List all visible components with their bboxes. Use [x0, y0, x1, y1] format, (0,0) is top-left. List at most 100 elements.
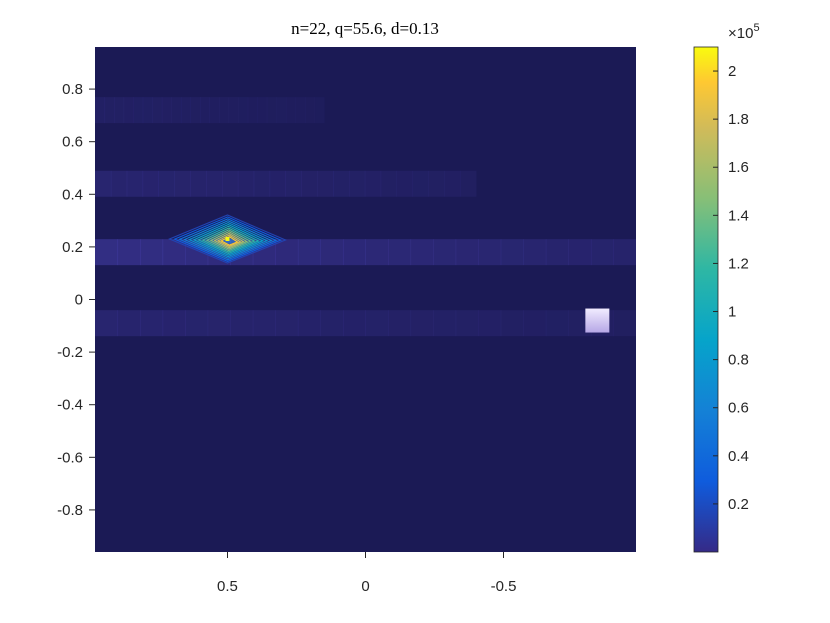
contour-level [216, 234, 242, 247]
band-segment [161, 97, 172, 124]
band-segment [114, 97, 125, 124]
y-tick-label: -0.6 [57, 449, 83, 466]
contour-level [205, 229, 252, 252]
x-tick-label: 0 [361, 578, 369, 595]
colorbar-tick-label: 1.2 [728, 255, 749, 272]
band-segment [180, 97, 191, 124]
colorbar-tick-label: 1 [728, 304, 736, 321]
band-segment [396, 170, 413, 197]
peak-region [168, 214, 287, 264]
contour-level [213, 232, 245, 249]
band-segment [110, 170, 128, 197]
band-segment [348, 170, 366, 197]
band-segment [320, 239, 344, 266]
band-segment [104, 97, 115, 124]
colorbar-tick-label: 0.6 [728, 400, 749, 417]
y-tick-label: 0 [75, 292, 83, 309]
y-tick-label: -0.8 [57, 502, 83, 519]
band-segment [433, 239, 457, 266]
band-segment [238, 97, 249, 124]
band-segment [478, 239, 502, 266]
colorbar-frame [693, 46, 719, 553]
band-segment [221, 170, 239, 197]
contour-level [183, 220, 273, 259]
band-segment [126, 170, 144, 197]
band-segment [523, 239, 547, 266]
band-segment [142, 170, 159, 197]
y-tick-label: 0.4 [62, 186, 83, 203]
colorbar-tick-label: 0.8 [728, 352, 749, 369]
band-segment [545, 239, 569, 266]
band-segment [444, 170, 461, 197]
y-tick-label: 0.2 [62, 239, 83, 256]
band-segment [237, 170, 255, 197]
highlight-cell [585, 308, 610, 333]
colorbar [694, 47, 718, 552]
band-segment [500, 239, 524, 266]
band-segment [174, 170, 191, 197]
band-segment [207, 310, 231, 337]
band-segment [295, 97, 306, 124]
band-segment [364, 170, 382, 197]
contour-level [201, 227, 256, 253]
band-segment [252, 310, 276, 337]
colorbar-tick-label: 1.6 [728, 159, 749, 176]
colorbar-tick-label: 1.8 [728, 111, 749, 128]
band-segment [162, 239, 186, 266]
band-segment [613, 239, 636, 266]
y-tick-label: 0.6 [62, 134, 83, 151]
band-segment [266, 97, 277, 124]
band-segment [285, 97, 296, 124]
band-segment [200, 97, 211, 124]
band-segment [247, 97, 258, 124]
colorbar-tick-label: 0.4 [728, 448, 749, 465]
band-segment [190, 170, 207, 197]
band-segment [158, 170, 175, 197]
contour-level [197, 225, 260, 255]
band-segment [380, 170, 398, 197]
band-segment [297, 310, 321, 337]
band-segment [545, 310, 569, 337]
contour-level [209, 231, 249, 250]
band-segment [297, 239, 321, 266]
plot-background [95, 47, 636, 552]
y-axis: 0.8 0.6 0.4 0.2 0 -0.2 -0.4 -0.6 -0.8 [57, 81, 95, 519]
x-tick-label: 0.5 [217, 578, 238, 595]
band-segment [140, 310, 164, 337]
colorbar-multiplier: ×105 [728, 22, 760, 42]
contour-level [168, 214, 287, 264]
band-segment [410, 239, 434, 266]
band-segment [365, 239, 389, 266]
band-segment [275, 310, 299, 337]
chart-title: n=22, q=55.6, d=0.13 [291, 19, 439, 38]
colorbar-tick-label: 0.2 [728, 496, 749, 513]
band-segment [478, 310, 502, 337]
band-segment [162, 310, 186, 337]
y-tick-label: -0.2 [57, 344, 83, 361]
band-segment [253, 170, 271, 197]
band-segment [500, 310, 524, 337]
band-segment [455, 310, 479, 337]
colorbar-tick-label: 1.4 [728, 207, 749, 224]
band-segment [460, 170, 477, 197]
band-segment [206, 170, 223, 197]
band-segment [301, 170, 318, 197]
band-segment [95, 239, 119, 266]
band-segment [228, 97, 239, 124]
band-segment [320, 310, 344, 337]
band-segment [123, 97, 134, 124]
band-segment [305, 97, 316, 124]
contour-level [192, 223, 264, 256]
band-segment [209, 97, 220, 124]
band-segment [410, 310, 434, 337]
y-tick-label: -0.4 [57, 397, 83, 414]
band-segment [455, 239, 479, 266]
band-segment [142, 97, 153, 124]
x-axis: 0.5 0 -0.5 [217, 552, 516, 595]
band-segment [317, 170, 334, 197]
contour-level [173, 216, 283, 262]
band-segment [275, 239, 299, 266]
band-segment [95, 170, 112, 197]
band-segment [314, 97, 325, 124]
